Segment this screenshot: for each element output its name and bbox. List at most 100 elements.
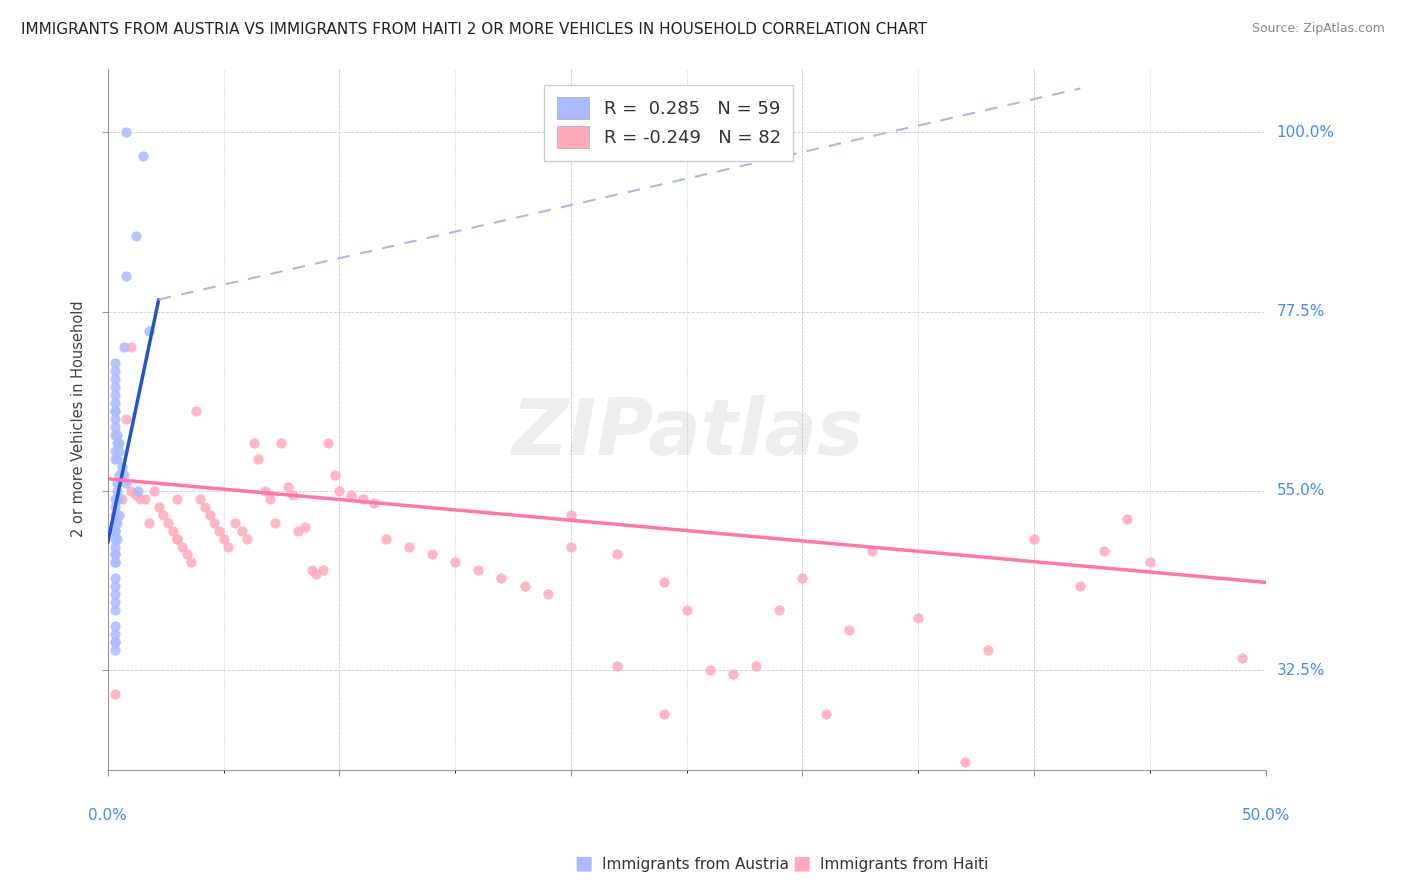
Point [104, 412, 127, 426]
Point [301, 563, 323, 577]
Point [148, 500, 170, 514]
Point [104, 635, 127, 649]
Point [127, 483, 149, 498]
Point [1069, 579, 1091, 593]
Point [104, 372, 127, 386]
Point [134, 491, 156, 506]
Point [217, 540, 239, 554]
Point [721, 667, 744, 681]
Point [270, 436, 292, 450]
Point [1115, 511, 1137, 525]
Point [115, 475, 138, 490]
Point [105, 516, 128, 530]
Point [131, 149, 153, 163]
Point [104, 516, 127, 530]
Point [104, 595, 127, 609]
Point [104, 508, 127, 522]
Point [104, 491, 127, 506]
Point [224, 516, 246, 530]
Point [104, 603, 127, 617]
Point [104, 516, 127, 530]
Text: IMMIGRANTS FROM AUSTRIA VS IMMIGRANTS FROM HAITI 2 OR MORE VEHICLES IN HOUSEHOLD: IMMIGRANTS FROM AUSTRIA VS IMMIGRANTS FR… [21, 22, 927, 37]
Point [420, 548, 443, 562]
Point [112, 340, 135, 354]
Point [263, 516, 285, 530]
Text: ■: ■ [792, 854, 811, 872]
Point [652, 575, 675, 590]
Point [212, 532, 235, 546]
Point [104, 404, 127, 418]
Point [104, 556, 127, 570]
Point [156, 516, 179, 530]
Point [104, 356, 127, 370]
Point [152, 508, 174, 522]
Point [124, 228, 146, 243]
Point [323, 467, 346, 482]
Point [108, 491, 131, 506]
Point [281, 488, 304, 502]
Point [138, 516, 160, 530]
Point [792, 571, 814, 585]
Point [104, 548, 127, 562]
Point [838, 623, 860, 637]
Point [143, 483, 166, 498]
Point [1139, 556, 1161, 570]
Point [652, 706, 675, 721]
Text: 0.0%: 0.0% [89, 808, 127, 823]
Point [606, 659, 628, 673]
Point [120, 483, 142, 498]
Point [104, 571, 127, 585]
Point [104, 420, 127, 434]
Point [111, 459, 134, 474]
Point [1092, 543, 1115, 558]
Point [287, 524, 309, 538]
Point [104, 524, 127, 538]
Point [814, 706, 837, 721]
Point [104, 524, 127, 538]
Point [467, 563, 489, 577]
Point [108, 444, 131, 458]
Point [977, 643, 1000, 657]
Point [860, 543, 883, 558]
Point [104, 556, 127, 570]
Point [166, 532, 188, 546]
Point [105, 436, 128, 450]
Point [537, 587, 560, 601]
Point [104, 627, 127, 641]
Point [675, 603, 697, 617]
Point [104, 451, 127, 466]
Point [560, 540, 582, 554]
Point [104, 404, 127, 418]
Point [166, 532, 188, 546]
Point [374, 532, 396, 546]
Point [352, 491, 374, 506]
Point [108, 508, 131, 522]
Point [104, 687, 127, 701]
Point [316, 436, 339, 450]
Text: ZIPatlas: ZIPatlas [510, 395, 863, 471]
Point [108, 436, 131, 450]
Point [104, 396, 127, 410]
Point [105, 475, 128, 490]
Point [180, 556, 202, 570]
Point [699, 663, 721, 677]
Legend: R =  0.285   N = 59, R = -0.249   N = 82: R = 0.285 N = 59, R = -0.249 N = 82 [544, 85, 793, 161]
Point [198, 508, 221, 522]
Point [111, 491, 134, 506]
Point [104, 635, 127, 649]
Point [115, 125, 138, 139]
Text: 32.5%: 32.5% [1277, 663, 1326, 678]
Point [202, 516, 225, 530]
Point [138, 325, 160, 339]
Point [513, 579, 536, 593]
Point [115, 268, 138, 283]
Point [104, 587, 127, 601]
Point [104, 540, 127, 554]
Point [254, 483, 277, 498]
Point [277, 480, 299, 494]
Text: Immigrants from Haiti: Immigrants from Haiti [820, 857, 988, 872]
Point [305, 567, 328, 582]
Point [247, 451, 270, 466]
Point [112, 467, 135, 482]
Point [104, 524, 127, 538]
